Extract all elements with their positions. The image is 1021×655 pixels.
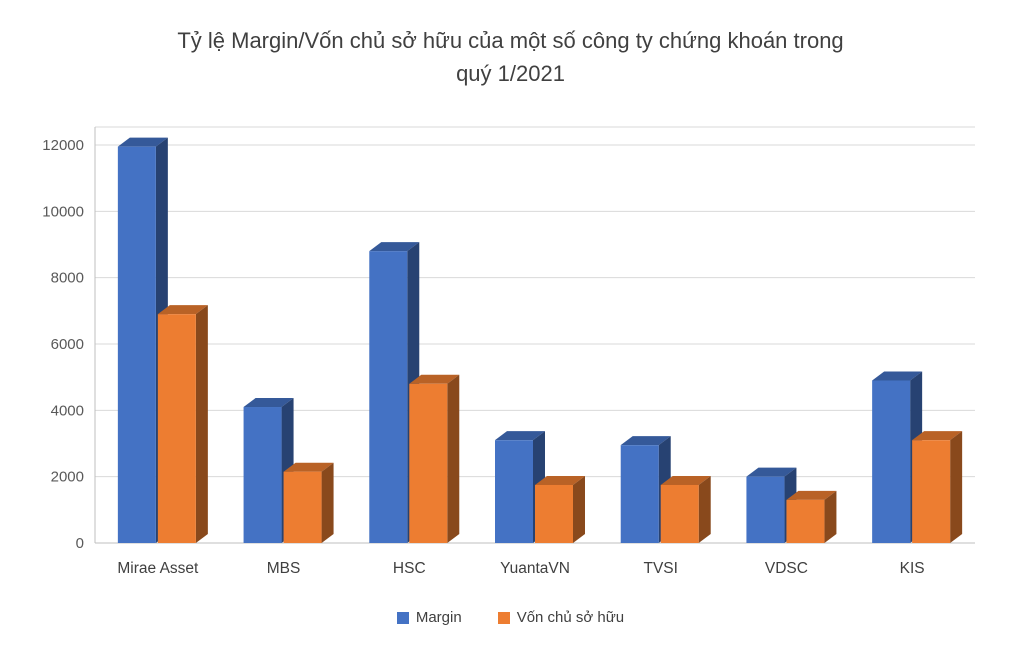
- bar-top-face: [746, 467, 797, 477]
- bar-margin-0: [117, 146, 156, 544]
- bar-von-chu-so-huu-1: [283, 471, 322, 543]
- bar-side-face: [824, 490, 837, 543]
- bar-von-chu-so-huu-4: [660, 484, 699, 543]
- bar-chart-plot: 0 2000 4000 6000 8000 10000 12000 Mirae Asset MB…: [42, 126, 975, 577]
- bar-side-face: [950, 431, 963, 543]
- category-label: Mirae Asset: [117, 560, 199, 577]
- bar-top-face: [620, 436, 671, 446]
- y-tick-label: 10000: [42, 203, 84, 220]
- bar-von-chu-so-huu-6: [912, 440, 951, 543]
- bar-top-face: [535, 475, 585, 485]
- chart-title-line-2: quý 1/2021: [456, 61, 565, 86]
- category-label: YuantaVN: [500, 560, 570, 577]
- bar-von-chu-so-huu-5: [786, 499, 825, 543]
- bar-side-face: [321, 462, 334, 543]
- y-tick-label: 4000: [51, 402, 84, 419]
- bar-margin-1: [243, 407, 282, 543]
- legend-label-von-chu-so-huu: Vốn chủ sở hữu: [516, 609, 625, 626]
- chart-title-line-1: Tỷ lệ Margin/Vốn chủ sở hữu của một số c…: [177, 28, 844, 53]
- category-label: HSC: [393, 560, 426, 577]
- bar-margin-6: [872, 380, 911, 543]
- legend-label-margin: Margin: [415, 609, 462, 626]
- chart-title: Tỷ lệ Margin/Vốn chủ sở hữu của một số c…: [61, 24, 961, 90]
- bar-side-face: [447, 374, 460, 543]
- bar-top-face: [912, 431, 963, 441]
- bar-margin-4: [620, 445, 659, 543]
- bar-margin-5: [746, 476, 785, 543]
- bar-von-chu-so-huu-3: [535, 484, 573, 543]
- bar-top-face: [369, 242, 420, 252]
- y-tick-label: 0: [76, 535, 84, 552]
- bar-side-face: [573, 475, 585, 543]
- bar-margin-2: [369, 251, 408, 543]
- bar-top-face: [495, 431, 545, 441]
- bar-von-chu-so-huu-2: [409, 383, 448, 543]
- y-tick-label: 2000: [51, 469, 84, 486]
- category-label: VDSC: [765, 560, 808, 577]
- bar-top-face: [786, 490, 837, 500]
- category-label: MBS: [267, 560, 301, 577]
- legend-item-margin: Margin: [396, 609, 462, 626]
- bar-side-face: [195, 305, 208, 543]
- bar-top-face: [157, 305, 208, 315]
- bar-top-face: [660, 475, 711, 485]
- bar-top-face: [243, 398, 294, 408]
- bar-von-chu-so-huu-0: [157, 314, 196, 543]
- bar-top-face: [872, 371, 923, 381]
- chart-legend: Margin Vốn chủ sở hữu: [0, 609, 1021, 626]
- y-tick-label: 6000: [51, 336, 84, 353]
- y-tick-label: 12000: [42, 137, 84, 154]
- bar-margin-3: [495, 440, 533, 543]
- y-tick-label: 8000: [51, 270, 84, 287]
- legend-swatch-von-chu-so-huu: [497, 611, 510, 624]
- bar-top-face: [117, 137, 168, 147]
- category-label: TVSI: [643, 560, 677, 577]
- bar-side-face: [698, 475, 711, 543]
- category-label: KIS: [900, 560, 925, 577]
- bar-top-face: [283, 462, 334, 472]
- legend-swatch-margin: [396, 611, 409, 624]
- legend-item-von-chu-so-huu: Vốn chủ sở hữu: [497, 609, 625, 626]
- bar-top-face: [409, 374, 460, 384]
